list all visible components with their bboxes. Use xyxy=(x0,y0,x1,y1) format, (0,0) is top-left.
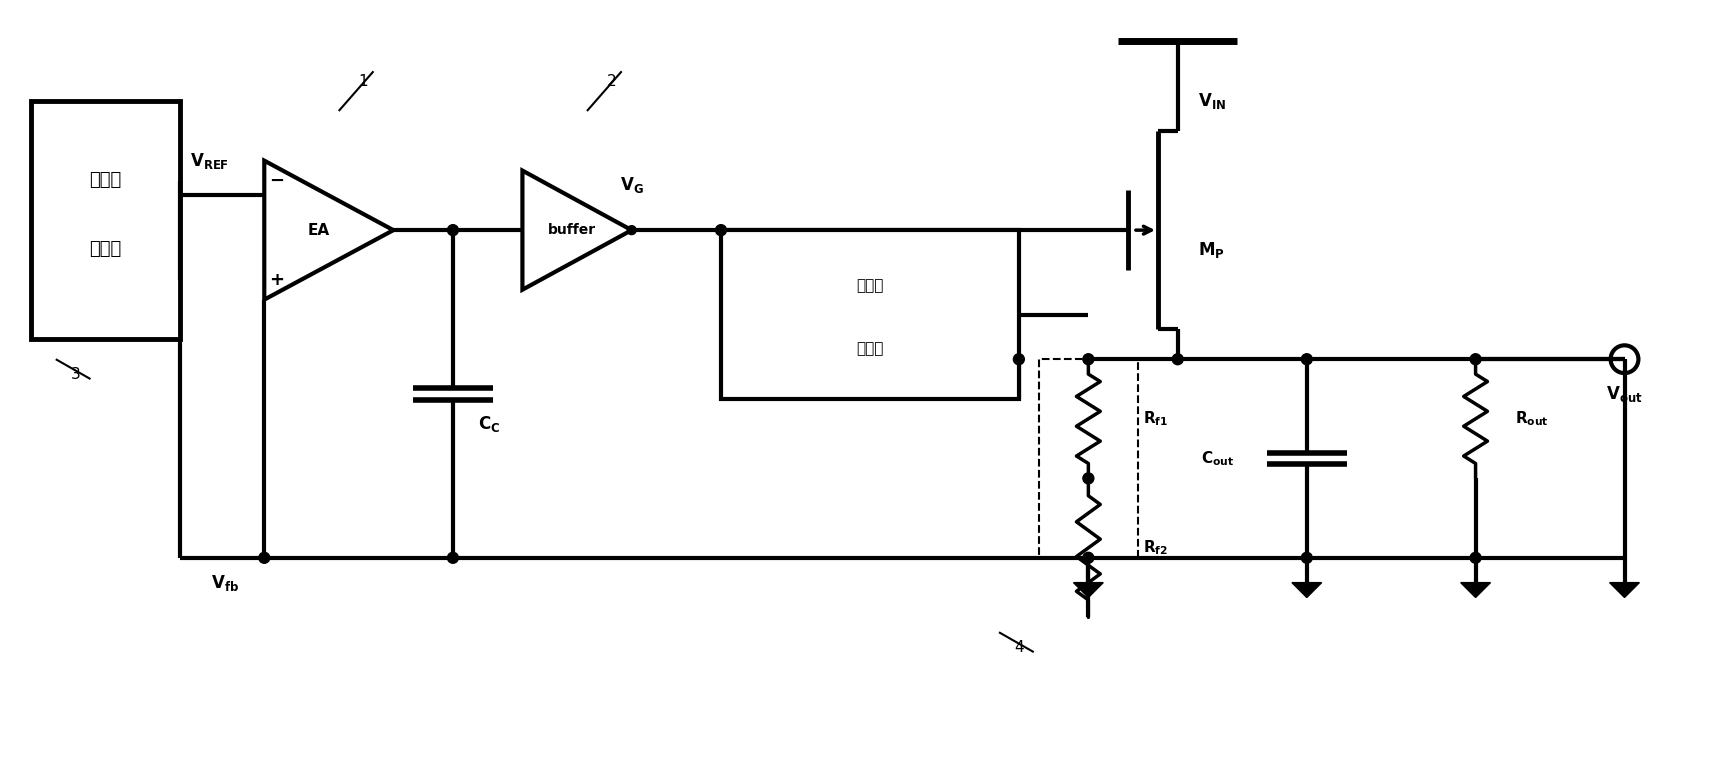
Circle shape xyxy=(1302,354,1312,365)
Text: buffer: buffer xyxy=(549,223,597,237)
Circle shape xyxy=(1471,552,1481,563)
Circle shape xyxy=(258,552,270,563)
Polygon shape xyxy=(1292,583,1321,597)
Circle shape xyxy=(1471,354,1481,365)
Text: $\mathbf{R_{f2}}$: $\mathbf{R_{f2}}$ xyxy=(1144,538,1168,557)
Text: $\mathbf{M}_{\mathbf{P}}$: $\mathbf{M}_{\mathbf{P}}$ xyxy=(1197,240,1225,260)
Text: 压模块: 压模块 xyxy=(89,240,122,258)
Bar xyxy=(1039,359,1139,558)
Circle shape xyxy=(1013,354,1025,365)
Text: 4: 4 xyxy=(1015,640,1023,654)
Text: $\mathbf{V_{out}}$: $\mathbf{V_{out}}$ xyxy=(1606,384,1643,404)
Text: $\mathbf{V}_{\mathbf{fb}}$: $\mathbf{V}_{\mathbf{fb}}$ xyxy=(210,573,239,593)
Circle shape xyxy=(716,224,726,235)
Text: $\mathbf{R_{out}}$: $\mathbf{R_{out}}$ xyxy=(1515,410,1550,428)
Circle shape xyxy=(447,224,459,235)
Circle shape xyxy=(1084,354,1094,365)
Text: 基准电: 基准电 xyxy=(89,171,122,189)
Text: $\mathbf{V}_{\mathbf{REF}}$: $\mathbf{V}_{\mathbf{REF}}$ xyxy=(189,150,229,171)
Circle shape xyxy=(447,552,459,563)
Circle shape xyxy=(1084,552,1094,563)
Text: 2: 2 xyxy=(607,74,616,89)
Polygon shape xyxy=(1073,583,1103,597)
Text: +: + xyxy=(268,271,284,289)
Text: −: − xyxy=(268,171,284,189)
Text: 1: 1 xyxy=(359,74,368,89)
Polygon shape xyxy=(1460,583,1491,597)
Bar xyxy=(721,230,1018,399)
Text: 强电路: 强电路 xyxy=(857,340,884,356)
Text: 3: 3 xyxy=(71,367,81,382)
Text: EA: EA xyxy=(308,223,330,238)
Text: $\mathbf{C}_{\mathbf{C}}$: $\mathbf{C}_{\mathbf{C}}$ xyxy=(478,414,501,434)
Text: 摆率增: 摆率增 xyxy=(857,278,884,294)
Bar xyxy=(31,101,181,340)
Text: $\mathbf{R_{f1}}$: $\mathbf{R_{f1}}$ xyxy=(1144,410,1168,428)
Text: $\mathbf{V}_{\mathbf{IN}}$: $\mathbf{V}_{\mathbf{IN}}$ xyxy=(1197,91,1226,111)
Circle shape xyxy=(628,226,636,234)
Circle shape xyxy=(1173,354,1183,365)
Polygon shape xyxy=(1610,583,1639,597)
Circle shape xyxy=(1302,552,1312,563)
Text: $\mathbf{C_{out}}$: $\mathbf{C_{out}}$ xyxy=(1201,449,1233,468)
Circle shape xyxy=(1084,473,1094,484)
Text: $\mathbf{V}_{\mathbf{G}}$: $\mathbf{V}_{\mathbf{G}}$ xyxy=(619,175,643,196)
